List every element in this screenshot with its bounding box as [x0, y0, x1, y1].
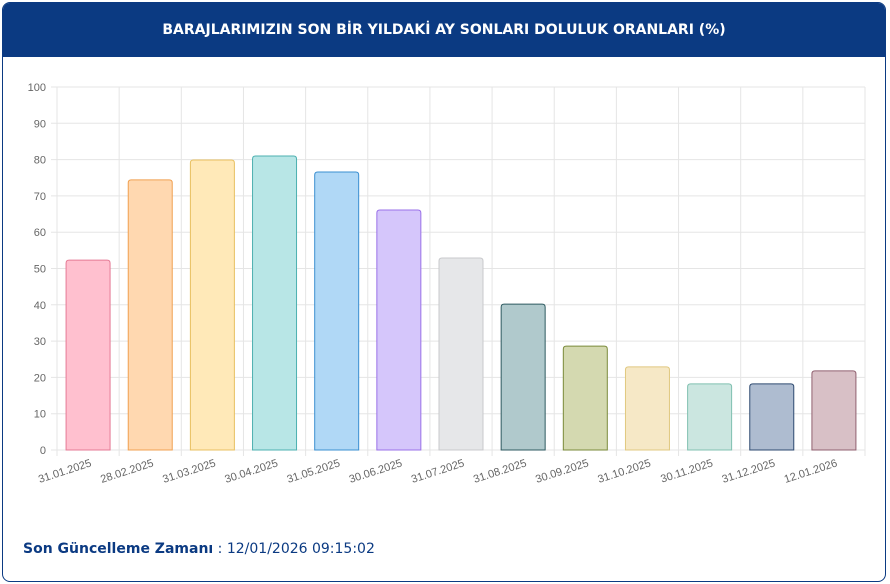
update-label: Son Güncelleme Zamanı: [23, 541, 214, 557]
x-tick-label: 30.11.2025: [659, 457, 714, 485]
bar: [438, 257, 484, 451]
x-tick-label: 30.09.2025: [534, 457, 590, 485]
x-tick-label: 31.07.2025: [410, 457, 466, 485]
bar: [687, 383, 733, 451]
bar: [65, 259, 111, 451]
x-tick-label: 31.10.2025: [596, 457, 652, 485]
y-tick-label: 10: [34, 409, 46, 421]
update-time: Son Güncelleme Zamanı : 12/01/2026 09:15…: [23, 541, 375, 557]
bar: [811, 370, 857, 451]
y-tick-label: 0: [40, 445, 46, 457]
y-tick-label: 60: [34, 227, 46, 239]
y-tick-label: 50: [34, 264, 46, 276]
y-tick-label: 30: [34, 336, 46, 348]
bar: [314, 171, 360, 451]
x-tick-label: 12.01.2026: [783, 457, 839, 485]
update-value: 12/01/2026 09:15:02: [226, 541, 375, 557]
y-tick-label: 70: [34, 191, 46, 203]
y-tick-label: 40: [34, 300, 46, 312]
chart-title: BARAJLARIMIZIN SON BİR YILDAKİ AY SONLAR…: [3, 3, 885, 57]
x-tick-label: 31.01.2025: [37, 457, 93, 485]
y-tick-label: 100: [28, 82, 46, 94]
bar: [749, 383, 795, 451]
bar: [252, 155, 298, 451]
y-tick-label: 90: [34, 118, 46, 130]
x-tick-label: 31.08.2025: [472, 457, 528, 485]
y-tick-label: 20: [34, 372, 46, 384]
x-tick-label: 31.12.2025: [721, 457, 777, 485]
x-tick-label: 30.06.2025: [348, 457, 404, 485]
bar: [189, 159, 235, 451]
x-tick-label: 31.03.2025: [161, 457, 217, 485]
bar: [127, 179, 173, 451]
separator: :: [217, 541, 223, 557]
bar: [562, 345, 608, 451]
x-tick-label: 28.02.2025: [99, 457, 155, 485]
x-tick-label: 31.05.2025: [286, 457, 342, 485]
y-tick-label: 80: [34, 155, 46, 167]
x-tick-label: 30.04.2025: [223, 457, 279, 485]
bar: [624, 366, 670, 451]
bar: [500, 303, 546, 451]
bar: [376, 209, 422, 451]
